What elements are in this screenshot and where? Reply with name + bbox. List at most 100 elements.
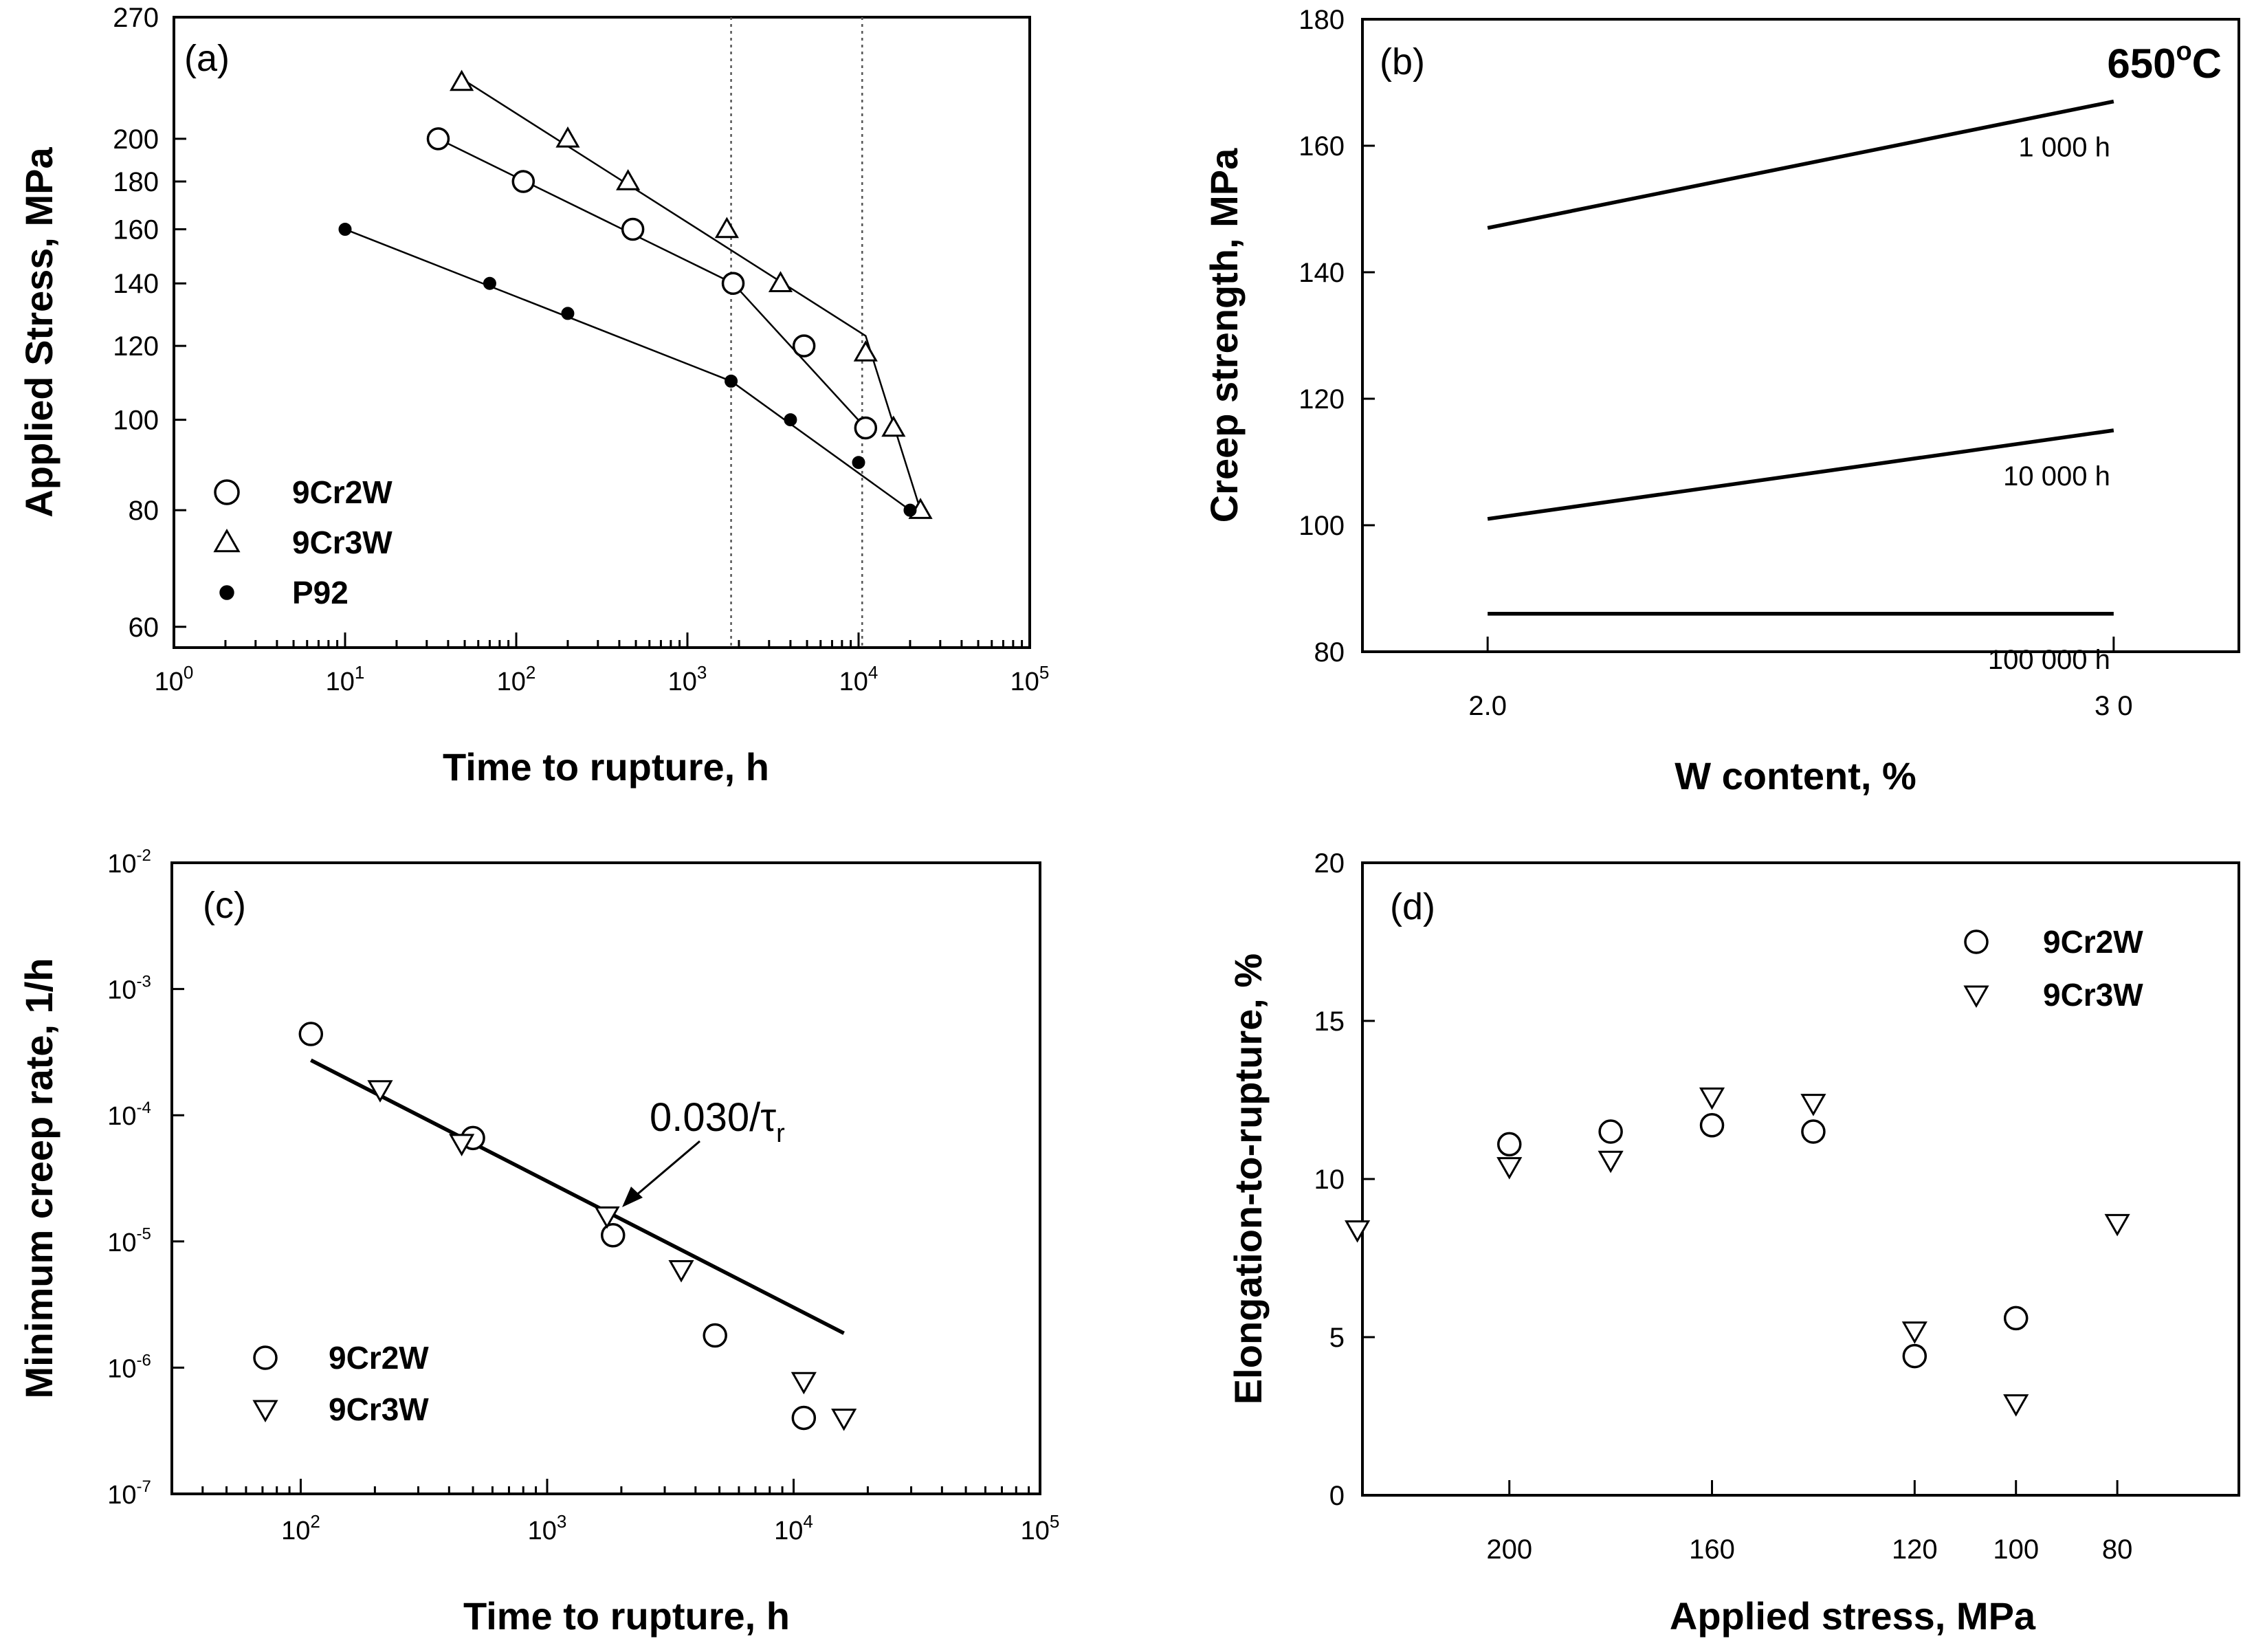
data-point-9Cr3W <box>768 271 793 292</box>
y-tick-label: 80 <box>129 496 159 526</box>
x-tick-label: 105 <box>1010 662 1050 696</box>
legend-marker <box>1963 985 1989 1009</box>
data-point-9Cr3W <box>881 415 906 437</box>
legend-marker <box>253 1345 278 1370</box>
y-tick-label: 5 <box>1329 1323 1345 1353</box>
y-tick-label: 100 <box>1299 511 1345 541</box>
data-point-9Cr3W <box>2104 1213 2130 1237</box>
legend-label: 9Cr2W <box>292 474 393 510</box>
data-point-9Cr2W <box>1902 1343 1927 1369</box>
legend-marker <box>252 1400 278 1423</box>
data-point-9Cr3W <box>2003 1394 2029 1417</box>
x-tick-label: 103 <box>668 662 707 696</box>
x-tick-label: 104 <box>774 1511 813 1545</box>
fit-line-P92 <box>344 228 911 511</box>
x-axis-title: Time to rupture, h <box>443 745 769 789</box>
data-point-9Cr2W <box>1496 1132 1522 1157</box>
plot-frame <box>170 861 1041 1495</box>
data-point-P92 <box>338 222 352 236</box>
x-tick-label: 2.0 <box>1468 691 1507 721</box>
data-point-9Cr2W <box>426 127 450 151</box>
y-tick-label: 15 <box>1314 1006 1345 1037</box>
x-tick-label: 100 <box>1993 1534 2039 1565</box>
x-axis-title: Applied stress, MPa <box>1670 1594 2036 1638</box>
data-point-9Cr3W <box>668 1260 694 1283</box>
y-axis-title: Applied Stress, MPa <box>17 146 60 517</box>
y-axis-title: Minimum creep rate, 1/h <box>17 958 60 1398</box>
panel-label: (c) <box>203 885 246 926</box>
y-tick-label: 160 <box>1299 131 1345 162</box>
data-point-9Cr3W <box>714 217 739 239</box>
y-axis-title: Creep strength, MPa <box>1202 148 1246 522</box>
fit-line-label: 0.030/τr <box>650 1095 785 1148</box>
y-tick-label: 60 <box>129 613 159 643</box>
y-tick-label: 120 <box>1299 384 1345 415</box>
data-point-9Cr2W <box>791 1405 817 1431</box>
data-point-9Cr2W <box>621 217 645 241</box>
x-tick-label: 200 <box>1486 1534 1532 1565</box>
y-tick-label: 160 <box>113 214 159 245</box>
panel-label: (d) <box>1390 886 1435 927</box>
data-point-9Cr3W <box>367 1080 393 1103</box>
data-point-P92 <box>725 374 738 388</box>
curve-label: 100 000 h <box>1988 645 2110 675</box>
data-point-9Cr2W <box>298 1022 324 1046</box>
legend-label: 9Cr3W <box>329 1391 429 1427</box>
panel-label: (a) <box>184 38 230 79</box>
data-point-9Cr3W <box>1496 1157 1523 1180</box>
y-tick-label: 10-5 <box>107 1225 151 1257</box>
x-tick-label: 160 <box>1689 1534 1735 1565</box>
data-point-P92 <box>852 456 865 470</box>
strength-line <box>1487 99 2114 230</box>
data-point-9Cr3W <box>450 69 474 91</box>
y-tick-label: 180 <box>113 167 159 197</box>
data-point-9Cr3W <box>555 126 580 148</box>
curve-label: 10 000 h <box>2003 461 2110 492</box>
legend-label: 9Cr3W <box>292 525 393 560</box>
x-tick-label: 105 <box>1021 1511 1060 1545</box>
y-tick-label: 140 <box>113 269 159 299</box>
y-tick-label: 0 <box>1329 1481 1345 1511</box>
legend-label: 9Cr2W <box>2043 924 2143 960</box>
temperature-annotation: 650oC <box>2107 37 2222 87</box>
y-tick-label: 120 <box>113 331 159 362</box>
y-tick-label: 10-3 <box>107 973 151 1005</box>
y-tick-label: 80 <box>1314 637 1345 668</box>
data-point-9Cr3W <box>1901 1321 1927 1344</box>
data-point-9Cr3W <box>449 1134 475 1156</box>
data-point-9Cr3W <box>616 169 641 190</box>
data-point-9Cr2W <box>703 1323 727 1348</box>
legend-marker <box>219 585 234 600</box>
x-tick-label: 120 <box>1892 1534 1938 1565</box>
data-point-P92 <box>784 413 797 427</box>
y-tick-label: 180 <box>1299 5 1345 35</box>
data-point-9Cr2W <box>1598 1119 1623 1144</box>
data-point-9Cr3W <box>1598 1150 1624 1174</box>
fit-line-9Cr3W <box>461 78 922 511</box>
y-tick-label: 100 <box>113 406 159 436</box>
y-tick-label: 10-2 <box>107 846 151 879</box>
data-point-9Cr2W <box>792 334 816 357</box>
data-point-9Cr2W <box>1699 1113 1725 1138</box>
data-point-9Cr3W <box>1800 1094 1826 1116</box>
annotation-arrow-shaft <box>626 1140 700 1204</box>
y-tick-label: 20 <box>1314 848 1345 879</box>
x-tick-label: 3 0 <box>2095 691 2133 721</box>
plot-frame <box>173 16 1031 649</box>
data-point-9Cr3W <box>1699 1087 1725 1110</box>
legend-label: P92 <box>292 575 349 610</box>
y-axis-title: Elongation-to-rupture, % <box>1226 954 1270 1405</box>
y-tick-label: 10-6 <box>107 1351 151 1383</box>
plot-frame <box>1361 18 2240 653</box>
y-tick-label: 200 <box>113 124 159 155</box>
y-tick-label: 270 <box>113 3 159 33</box>
panel-b: 80 100 120 140 160 180 2.0 3 0 W content, % Creep… <box>1202 5 2240 797</box>
legend-label: 9Cr2W <box>329 1340 429 1376</box>
legend-marker <box>1964 929 1989 954</box>
data-point-9Cr3W <box>594 1206 620 1229</box>
strength-line <box>1487 428 2114 521</box>
x-tick-label: 80 <box>2102 1534 2133 1565</box>
data-point-9Cr2W <box>511 170 535 193</box>
y-tick-label: 10 <box>1314 1165 1345 1195</box>
